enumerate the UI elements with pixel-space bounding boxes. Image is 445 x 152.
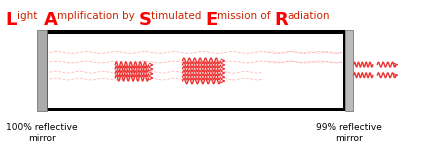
- Text: L: L: [5, 11, 17, 29]
- Text: ight: ight: [17, 11, 44, 21]
- Bar: [47, 30, 345, 111]
- Text: 100% reflective
mirror: 100% reflective mirror: [6, 123, 77, 143]
- Bar: [37, 30, 47, 111]
- Text: E: E: [205, 11, 217, 29]
- Text: adiation: adiation: [288, 11, 330, 21]
- Text: A: A: [44, 11, 57, 29]
- Bar: [345, 30, 353, 111]
- Text: mplification by: mplification by: [57, 11, 138, 21]
- Text: timulated: timulated: [151, 11, 205, 21]
- Text: mission of: mission of: [217, 11, 274, 21]
- Text: R: R: [274, 11, 288, 29]
- Bar: [48, 34, 344, 108]
- Text: 99% reflective
mirror: 99% reflective mirror: [316, 123, 382, 143]
- Text: S: S: [138, 11, 151, 29]
